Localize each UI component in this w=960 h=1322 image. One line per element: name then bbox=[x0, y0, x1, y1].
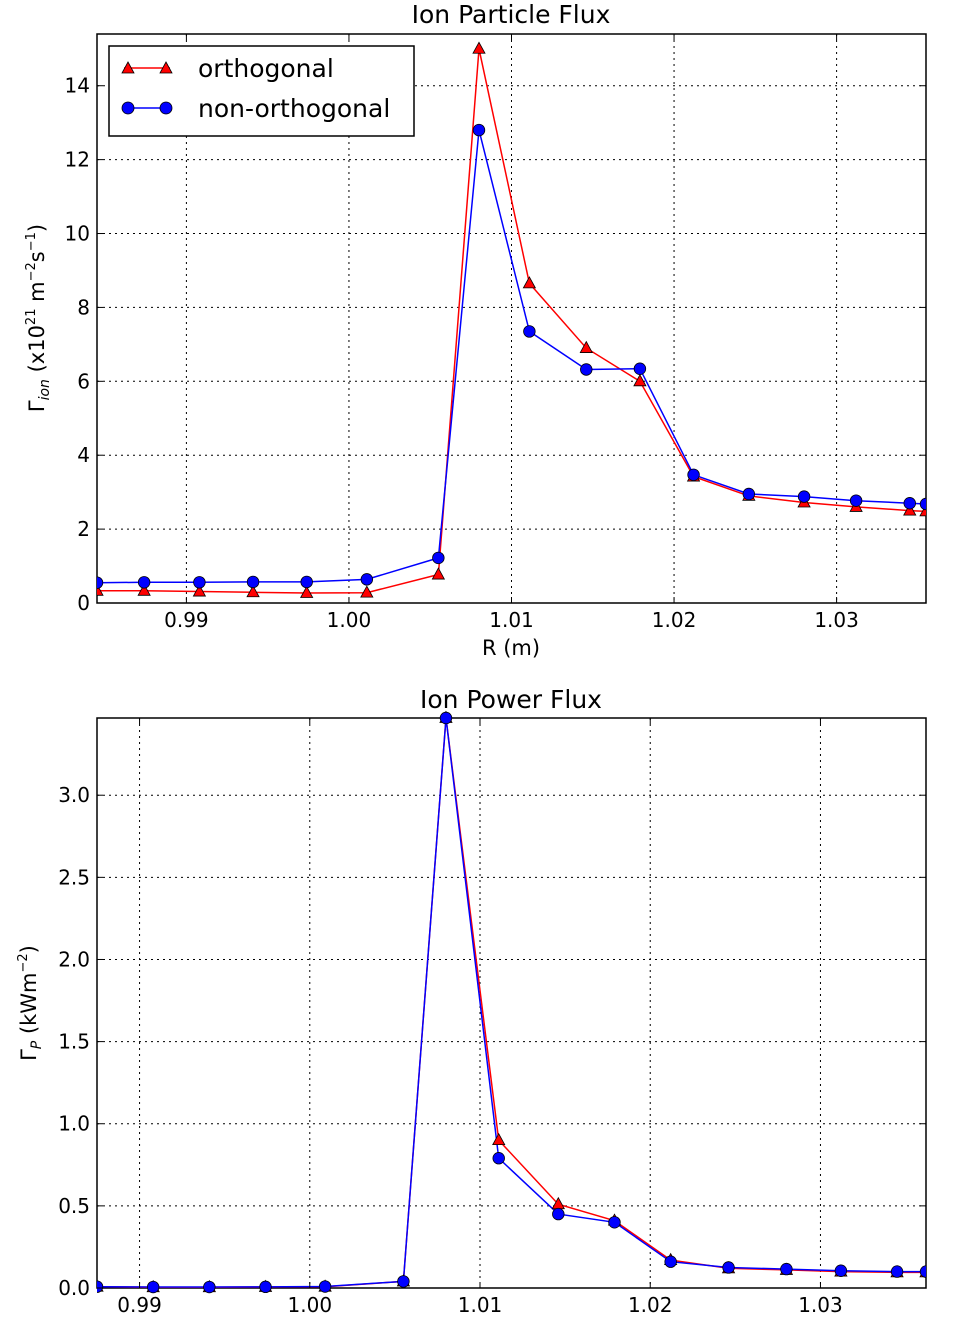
ticks: 0.99 1.00 1.01 1.02 1.03 0 2 4 6 8 10 12 14 bbox=[65, 34, 926, 632]
x-tick-label: 1.03 bbox=[798, 1293, 843, 1317]
legend-marker-orthogonal bbox=[121, 61, 135, 74]
plot-area bbox=[97, 710, 926, 1294]
data-point-non-orthogonal bbox=[687, 468, 700, 481]
data-point-non-orthogonal bbox=[432, 551, 445, 565]
y-tick-label: 2.5 bbox=[58, 865, 90, 889]
data-point-orthogonal bbox=[192, 584, 207, 597]
y-tick-label: 0.0 bbox=[58, 1276, 90, 1300]
data-point-non-orthogonal bbox=[834, 1264, 848, 1277]
y-axis-label: Γion (x1021 m−2s−1) bbox=[24, 224, 53, 412]
data-point-non-orthogonal bbox=[246, 575, 260, 589]
x-tick-label: 0.99 bbox=[117, 1293, 162, 1317]
legend-label-non-orthogonal: non-orthogonal bbox=[198, 94, 390, 123]
legend-marker-non-orthogonal bbox=[159, 101, 173, 115]
data-point-non-orthogonal bbox=[523, 325, 536, 338]
legend-marker-non-orthogonal bbox=[121, 101, 135, 115]
series-line-non-orthogonal bbox=[97, 717, 926, 1288]
x-tick-label: 1.00 bbox=[288, 1293, 333, 1317]
data-point-non-orthogonal bbox=[492, 1152, 505, 1165]
y-tick-label: 6 bbox=[77, 369, 90, 393]
data-point-non-orthogonal bbox=[742, 487, 756, 501]
y-tick-label: 14 bbox=[65, 74, 90, 98]
chart-ion-power-flux: 0.99 1.00 1.01 1.02 1.03 0.0 0.5 1.0 1.5 2.0 2.5 3.… bbox=[16, 685, 927, 1317]
chart-title: Ion Power Flux bbox=[420, 685, 602, 714]
y-tick-label: 8 bbox=[77, 295, 90, 319]
data-point-orthogonal bbox=[903, 503, 917, 516]
data-point-orthogonal bbox=[300, 585, 314, 598]
data-point-non-orthogonal bbox=[608, 1216, 621, 1229]
data-point-non-orthogonal bbox=[97, 1280, 104, 1293]
y-tick-label: 3.0 bbox=[58, 783, 90, 807]
series bbox=[97, 710, 926, 1294]
data-point-non-orthogonal bbox=[259, 1280, 272, 1294]
data-point-orthogonal bbox=[579, 340, 593, 353]
data-point-non-orthogonal bbox=[552, 1207, 565, 1221]
data-point-non-orthogonal bbox=[472, 123, 486, 137]
data-point-non-orthogonal bbox=[146, 1280, 160, 1294]
legend-label-orthogonal: orthogonal bbox=[198, 54, 334, 83]
y-tick-label: 10 bbox=[65, 222, 90, 246]
data-point-non-orthogonal bbox=[903, 497, 916, 510]
y-tick-label: 0 bbox=[77, 591, 90, 615]
data-point-non-orthogonal bbox=[633, 362, 647, 375]
y-tick-label: 4 bbox=[77, 443, 90, 467]
x-tick-label: 1.01 bbox=[489, 608, 534, 632]
data-point-orthogonal bbox=[137, 583, 151, 596]
x-axis-label: R (m) bbox=[482, 636, 540, 660]
chart-title: Ion Particle Flux bbox=[412, 0, 611, 29]
data-point-orthogonal bbox=[472, 41, 486, 54]
data-point-orthogonal bbox=[633, 373, 647, 387]
grid bbox=[97, 34, 926, 603]
data-point-non-orthogonal bbox=[300, 575, 313, 589]
data-point-non-orthogonal bbox=[919, 497, 926, 511]
x-tick-label: 1.02 bbox=[652, 608, 697, 632]
x-tick-label: 0.99 bbox=[164, 608, 209, 632]
data-point-non-orthogonal bbox=[318, 1280, 332, 1293]
data-point-non-orthogonal bbox=[193, 576, 206, 589]
chart-ion-particle-flux: 0.99 1.00 1.01 1.02 1.03 0 2 4 6 8 10 12 14 Ion Part… bbox=[24, 0, 927, 660]
data-point-non-orthogonal bbox=[780, 1262, 793, 1276]
data-point-non-orthogonal bbox=[580, 363, 593, 376]
data-point-non-orthogonal bbox=[849, 494, 863, 507]
x-tick-label: 1.02 bbox=[628, 1293, 673, 1317]
plot-area bbox=[97, 41, 926, 598]
y-axis-label: ΓP (kWm−2) bbox=[16, 945, 45, 1061]
data-point-non-orthogonal bbox=[97, 576, 104, 589]
data-point-non-orthogonal bbox=[137, 576, 151, 589]
legend-marker-orthogonal bbox=[159, 61, 173, 74]
ticks: 0.99 1.00 1.01 1.02 1.03 0.0 0.5 1.0 1.5 2.0 2.5 3.… bbox=[58, 718, 926, 1317]
y-tick-label: 2 bbox=[77, 517, 90, 541]
data-point-non-orthogonal bbox=[664, 1255, 677, 1268]
y-tick-label: 0.5 bbox=[58, 1194, 90, 1218]
legend: orthogonal non-orthogonal bbox=[108, 45, 415, 137]
data-point-non-orthogonal bbox=[797, 490, 811, 503]
data-point-non-orthogonal bbox=[919, 1265, 926, 1278]
plot-frame bbox=[96, 717, 927, 1289]
data-point-orthogonal bbox=[431, 567, 446, 580]
data-point-non-orthogonal bbox=[203, 1280, 216, 1294]
x-tick-label: 1.03 bbox=[814, 608, 859, 632]
data-point-orthogonal bbox=[492, 1132, 506, 1146]
data-point-orthogonal bbox=[522, 276, 537, 289]
data-point-orthogonal bbox=[246, 584, 260, 598]
y-tick-label: 1.5 bbox=[58, 1030, 90, 1054]
data-point-non-orthogonal bbox=[890, 1265, 904, 1278]
y-tick-label: 1.0 bbox=[58, 1112, 90, 1136]
grid bbox=[97, 718, 926, 1288]
x-tick-label: 1.00 bbox=[327, 608, 372, 632]
legend-box bbox=[108, 45, 415, 137]
x-tick-label: 1.01 bbox=[458, 1293, 503, 1317]
y-tick-label: 2.0 bbox=[58, 947, 90, 971]
data-point-non-orthogonal bbox=[397, 1275, 410, 1288]
data-point-orthogonal bbox=[360, 585, 374, 598]
series bbox=[97, 41, 926, 598]
data-point-non-orthogonal bbox=[722, 1261, 735, 1274]
data-point-non-orthogonal bbox=[360, 573, 374, 586]
data-point-non-orthogonal bbox=[439, 711, 453, 725]
series-line-orthogonal bbox=[97, 717, 926, 1288]
y-tick-label: 12 bbox=[65, 148, 90, 172]
